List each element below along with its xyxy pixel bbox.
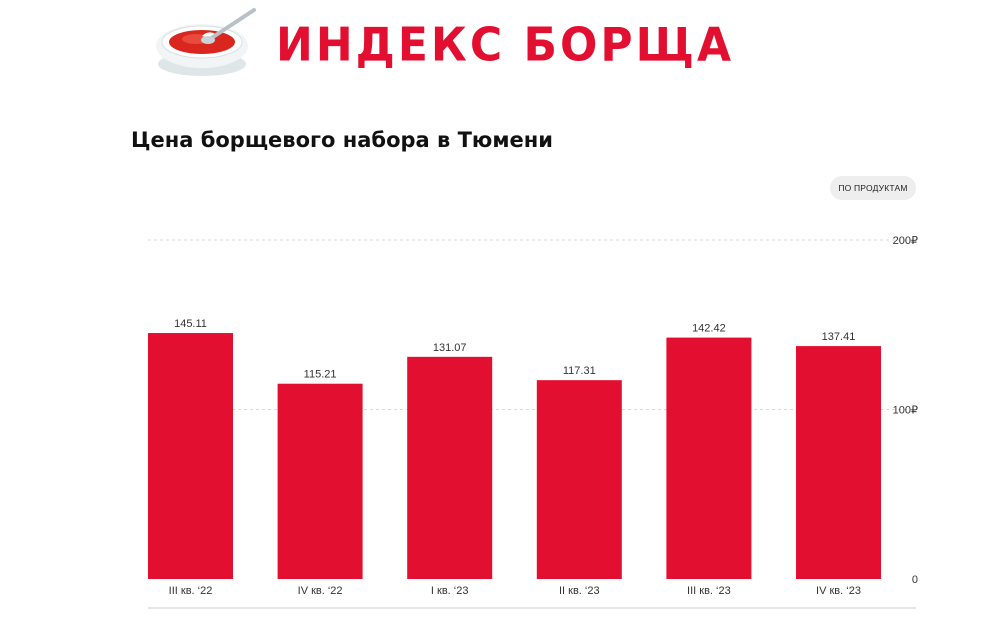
y-tick-label: 100₽ — [893, 405, 918, 417]
bar-value-label: 142.42 — [692, 323, 726, 335]
bar — [796, 346, 881, 579]
y-tick-label: 0 — [912, 574, 918, 586]
x-tick-label: II кв. ‘23 — [559, 585, 600, 597]
bar-value-label: 145.11 — [174, 318, 207, 330]
filter-by-products-button[interactable]: ПО ПРОДУКТАМ — [830, 176, 916, 200]
borscht-bowl-icon — [156, 8, 256, 76]
bar-value-label: 137.41 — [822, 331, 856, 343]
x-tick-label: III кв. ‘22 — [169, 585, 213, 597]
y-tick-label: 200₽ — [893, 235, 918, 247]
bar-value-label: 117.31 — [563, 365, 596, 377]
bar-value-label: 115.21 — [304, 369, 337, 381]
x-tick-label: IV кв. ‘22 — [298, 585, 343, 597]
bar — [148, 333, 233, 579]
bar — [666, 337, 752, 579]
x-tick-label: IV кв. ‘23 — [816, 585, 861, 597]
brand-logo[interactable]: ИНДЕКС БОРЩА — [152, 6, 731, 82]
bar — [277, 383, 363, 579]
x-tick-label: III кв. ‘23 — [687, 585, 731, 597]
chart-title: Цена борщевого набора в Тюмени — [131, 128, 553, 152]
bar-value-label: 131.07 — [433, 342, 467, 354]
logo-text: ИНДЕКС БОРЩА — [276, 18, 735, 73]
bar — [536, 380, 622, 579]
x-tick-label: I кв. ‘23 — [431, 585, 469, 597]
bar — [407, 356, 493, 579]
